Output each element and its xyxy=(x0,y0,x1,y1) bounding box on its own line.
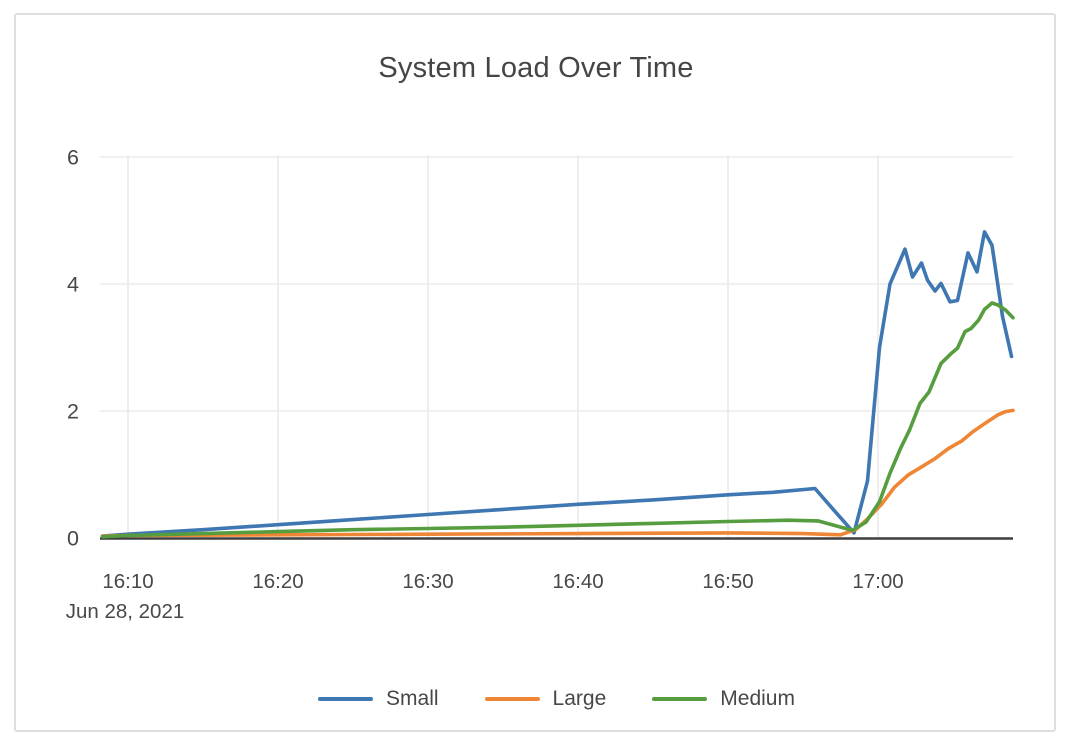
chart-title: System Load Over Time xyxy=(378,52,694,84)
chart-card xyxy=(14,13,1056,732)
legend-label: Medium xyxy=(720,687,795,710)
chart-legend: Small Large Medium xyxy=(100,687,1013,711)
x-tick-label: 16:40 xyxy=(552,570,603,593)
y-tick-label: 4 xyxy=(67,273,79,297)
x-tick-label: 17:00 xyxy=(852,570,903,593)
legend-item-small[interactable]: Small xyxy=(318,687,439,711)
y-tick-label: 6 xyxy=(67,146,79,170)
y-tick-label: 0 xyxy=(67,527,79,551)
x-tick-label: 16:10 xyxy=(102,570,153,593)
x-tick-label: 16:30 xyxy=(402,570,453,593)
y-tick-label: 2 xyxy=(67,400,79,424)
series-line-medium[interactable] xyxy=(100,301,1015,539)
legend-swatch-small xyxy=(318,697,374,701)
series-line-large[interactable] xyxy=(100,408,1015,538)
legend-item-large[interactable]: Large xyxy=(484,687,607,711)
legend-swatch-medium xyxy=(652,697,708,701)
x-axis-date-label: Jun 28, 2021 xyxy=(66,600,185,623)
series-line-small[interactable] xyxy=(100,230,1014,538)
x-tick-label: 16:50 xyxy=(702,570,753,593)
legend-label: Small xyxy=(386,687,439,710)
legend-label: Large xyxy=(552,687,607,710)
legend-item-medium[interactable]: Medium xyxy=(652,687,795,711)
x-tick-label: 16:20 xyxy=(252,570,303,593)
legend-swatch-large xyxy=(484,697,540,701)
